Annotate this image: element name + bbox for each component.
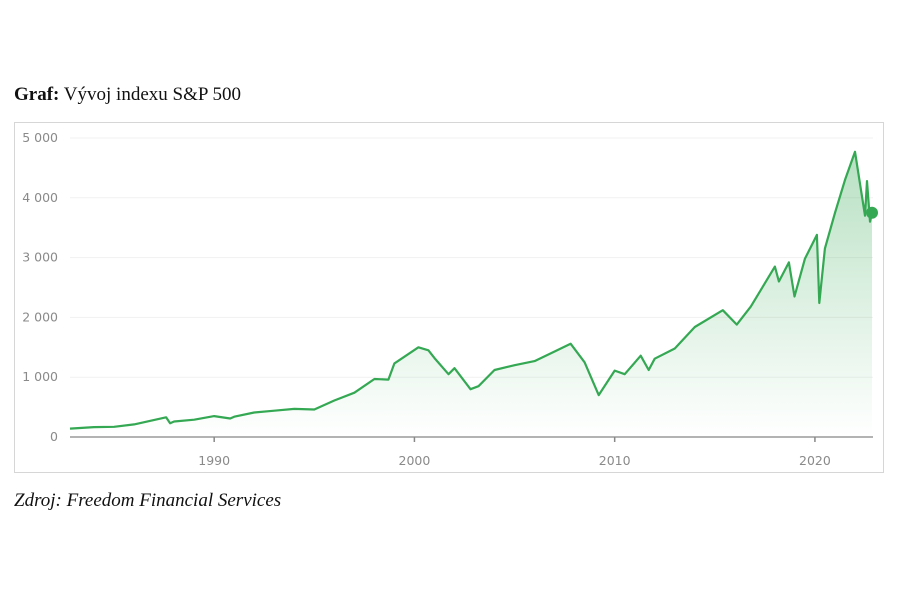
y-tick-label: 5 000 bbox=[22, 130, 58, 145]
last-point-marker bbox=[865, 206, 878, 219]
y-tick-label: 4 000 bbox=[22, 190, 58, 205]
series-area bbox=[70, 151, 872, 438]
x-tick-label: 2020 bbox=[799, 453, 831, 468]
y-tick-label: 3 000 bbox=[22, 250, 58, 265]
y-tick-label: 1 000 bbox=[22, 369, 58, 384]
x-tick-label: 2010 bbox=[599, 453, 631, 468]
x-tick-label: 2000 bbox=[399, 453, 431, 468]
chart-frame bbox=[14, 122, 884, 473]
x-tick-label: 1990 bbox=[198, 453, 230, 468]
y-tick-label: 2 000 bbox=[22, 309, 58, 324]
source-note: Zdroj: Freedom Financial Services bbox=[14, 490, 282, 511]
series-line bbox=[69, 150, 874, 430]
heading-label: Graf: bbox=[14, 84, 60, 105]
chart-heading: Graf: Vývoj indexu S&P 500 bbox=[14, 84, 241, 106]
y-tick-label: 0 bbox=[50, 429, 58, 444]
heading-text: Vývoj indexu S&P 500 bbox=[63, 84, 241, 105]
